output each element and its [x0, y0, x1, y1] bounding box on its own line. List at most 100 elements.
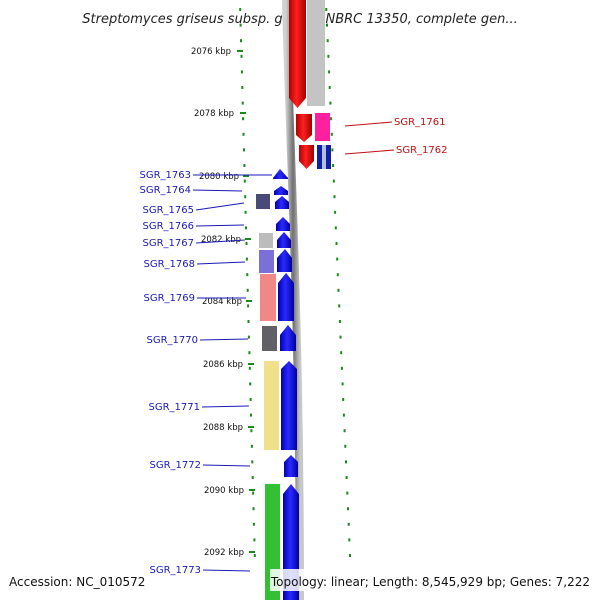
track-dot — [340, 366, 343, 370]
track-dot — [247, 304, 250, 308]
gene-arrow-sgr-1769[interactable] — [278, 273, 294, 321]
track-dot — [325, 8, 328, 11]
topology-label: Topology: linear; Length: 8,545,929 bp; … — [270, 575, 590, 589]
gene-arrow-sgr-1761[interactable] — [296, 114, 312, 142]
gene-arrow-sgr-1764[interactable] — [274, 186, 288, 195]
gene-arrow-sgr-1767[interactable] — [277, 232, 291, 248]
track-dot — [245, 226, 247, 230]
track-dot — [328, 70, 331, 74]
gene-arrow-sgr-1772[interactable] — [284, 455, 298, 477]
track-dot — [338, 320, 341, 323]
track-dot — [240, 70, 243, 74]
tick-label: 2078 kbp — [194, 109, 234, 119]
gene-arrow-sgr-1768[interactable] — [277, 249, 292, 272]
track-dot — [340, 351, 343, 355]
gene-label-sgr-1771[interactable]: SGR_1771 — [149, 402, 201, 413]
gene-arrow-sgr-1763[interactable] — [273, 169, 288, 179]
track-dot — [243, 179, 246, 183]
track-dot — [251, 476, 254, 479]
gene-label-sgr-1765[interactable]: SGR_1765 — [143, 205, 195, 216]
track-dot — [349, 554, 351, 557]
gene-label-sgr-1768[interactable]: SGR_1768 — [144, 259, 196, 270]
track-dot — [239, 23, 242, 27]
track-dot — [330, 117, 333, 121]
feature-bar[interactable] — [307, 0, 325, 106]
track-dot — [242, 132, 245, 136]
feature-bar[interactable] — [259, 233, 273, 248]
track-dot — [335, 242, 338, 245]
track-dot — [326, 23, 328, 27]
label-leader — [196, 261, 246, 265]
gene-arrow-sgr-1770[interactable] — [280, 325, 296, 351]
gene-label-sgr-1761[interactable]: SGR_1761 — [394, 117, 446, 128]
track-dot — [253, 538, 256, 542]
gene-label-sgr-1769[interactable]: SGR_1769 — [144, 293, 196, 304]
track-dot — [345, 476, 348, 479]
track-dot — [331, 148, 334, 152]
track-dot — [346, 491, 349, 495]
gene-arrow-sgr-1762[interactable] — [299, 145, 314, 169]
track-dot — [242, 117, 245, 121]
tick-label: 2092 kbp — [204, 548, 244, 558]
tick-label: 2090 kbp — [204, 486, 244, 496]
track-dot — [243, 148, 245, 152]
chromosome-backbone — [282, 0, 304, 600]
track-dot — [343, 429, 346, 433]
tick-label: 2084 kbp — [202, 297, 242, 307]
track-dot — [249, 382, 252, 386]
tick-label: 2088 kbp — [203, 423, 243, 433]
gene-label-sgr-1772[interactable]: SGR_1772 — [150, 460, 202, 471]
track-dot — [334, 226, 337, 230]
label-leader — [199, 338, 249, 341]
gene-label-sgr-1763[interactable]: SGR_1763 — [140, 170, 192, 181]
tick-label: 2076 kbp — [191, 47, 231, 57]
tick-label: 2080 kbp — [199, 172, 239, 182]
gene-label-sgr-1773[interactable]: SGR_1773 — [150, 565, 202, 576]
gene-label-sgr-1767[interactable]: SGR_1767 — [143, 238, 195, 249]
feature-bar[interactable] — [259, 250, 274, 273]
track-dot — [241, 86, 244, 89]
track-dot — [345, 460, 347, 464]
track-dot — [245, 242, 248, 245]
gene-label-sgr-1770[interactable]: SGR_1770 — [147, 335, 199, 346]
forward-genes-track — [289, 0, 331, 169]
track-dot — [252, 522, 255, 526]
feature-bar[interactable] — [264, 361, 279, 450]
track-dot — [240, 39, 242, 43]
track-dot — [247, 335, 250, 339]
gene-label-sgr-1762[interactable]: SGR_1762 — [396, 145, 448, 156]
label-leader — [195, 239, 246, 244]
position-axis: 2076 kbp 2078 kbp 2080 kbp 2082 kbp 2084… — [191, 47, 255, 558]
gene-arrow-sgr-1771[interactable] — [281, 361, 297, 450]
feature-bar[interactable] — [260, 274, 276, 321]
label-leader — [195, 224, 245, 227]
track-dot — [250, 429, 253, 433]
gene-label-sgr-1766[interactable]: SGR_1766 — [143, 221, 195, 232]
gene-arrow[interactable] — [289, 0, 306, 108]
tick-label: 2082 kbp — [201, 235, 241, 245]
feature-bar[interactable] — [256, 194, 270, 209]
feature-bar[interactable] — [315, 113, 330, 141]
track-dot — [326, 39, 329, 43]
accession-label: Accession: NC_010572 — [9, 575, 145, 589]
feature-bar[interactable] — [262, 326, 277, 351]
track-dot — [253, 554, 256, 557]
track-dot — [240, 54, 243, 58]
track-dot — [347, 522, 350, 526]
forward-track-ticks — [325, 8, 351, 557]
gene-arrow-sgr-1765[interactable] — [275, 196, 289, 209]
track-dot — [342, 413, 345, 417]
label-leader — [202, 569, 251, 572]
reverse-genes-track — [256, 169, 299, 600]
track-dot — [243, 164, 246, 167]
footer-backdrop — [270, 569, 600, 591]
track-dot — [327, 54, 330, 58]
tick-label: 2086 kbp — [203, 360, 243, 370]
track-dot — [337, 288, 340, 292]
gene-label-sgr-1764[interactable]: SGR_1764 — [140, 185, 192, 196]
label-leader — [344, 121, 393, 127]
track-dot — [336, 257, 339, 261]
gene-arrow-sgr-1766[interactable] — [276, 217, 290, 231]
track-dot — [244, 195, 247, 199]
